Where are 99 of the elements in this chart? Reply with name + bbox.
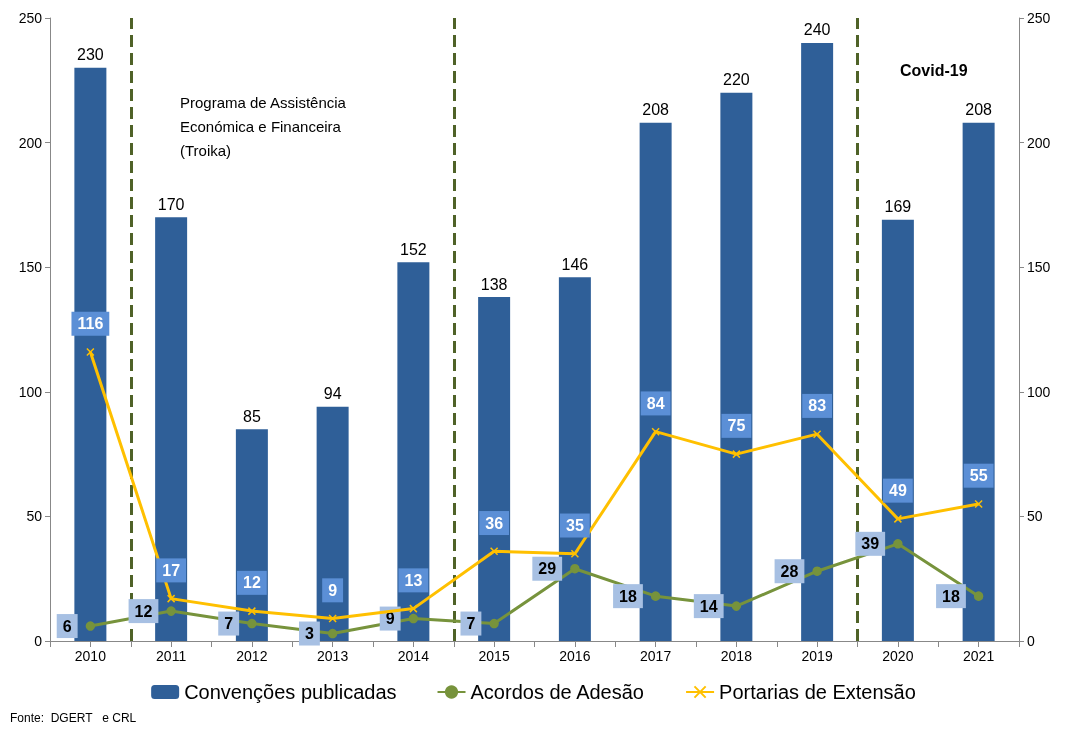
data-label: 12	[242, 574, 261, 592]
data-label: 146	[561, 255, 589, 273]
point	[570, 563, 580, 574]
data-label: 208	[965, 101, 993, 119]
data-label: 116	[77, 315, 104, 333]
point	[247, 606, 257, 616]
y-tick-label: 200	[18, 134, 43, 151]
data-label: 39	[861, 535, 880, 553]
point	[409, 604, 418, 613]
point	[86, 347, 95, 357]
point	[570, 549, 580, 559]
data-label: 13	[404, 571, 423, 589]
x-tick-label: 2019	[801, 648, 833, 664]
data-label: 6	[62, 617, 72, 635]
legend-label: Convenções publicadas	[184, 681, 397, 703]
y-tick-label: 0	[34, 633, 43, 649]
point	[328, 614, 337, 623]
x-tick-label: 2014	[397, 648, 430, 664]
point	[166, 594, 176, 603]
point	[732, 449, 741, 459]
annotation: Programa de Assistência Económica e Financeira (Troika)	[180, 93, 347, 159]
x-tick-label: 2018	[720, 648, 753, 664]
data-label: 85	[242, 407, 261, 425]
data-label: 36	[485, 514, 504, 532]
data-label: 138	[480, 275, 508, 293]
data-label: 35	[565, 517, 584, 535]
bar	[316, 406, 349, 641]
data-label: 9	[385, 610, 395, 628]
y2-tick-label: 200	[1027, 134, 1051, 151]
bar	[155, 217, 188, 641]
y2-tick-label: 250	[1027, 10, 1051, 26]
data-label: 220	[723, 71, 750, 89]
point	[893, 539, 903, 549]
point	[247, 618, 257, 629]
data-label: 208	[642, 101, 670, 119]
y2-tick-label: 50	[1027, 508, 1043, 525]
data-label: 152	[400, 240, 427, 258]
point	[974, 499, 983, 509]
legend-label: Acordos de Adesão	[470, 681, 644, 703]
bar	[962, 122, 995, 641]
bar	[639, 122, 672, 641]
point	[166, 606, 176, 616]
data-label: 9	[328, 581, 338, 599]
point	[812, 429, 822, 439]
point	[973, 591, 984, 601]
point	[731, 601, 742, 611]
bar	[881, 219, 914, 641]
point	[812, 566, 822, 576]
y2-tick-label: 100	[1027, 383, 1051, 400]
x-tick-label: 2021	[963, 648, 995, 664]
point	[893, 514, 903, 524]
data-label: 29	[538, 560, 557, 578]
x-tick-label: 2011	[156, 648, 187, 664]
data-label: 12	[134, 602, 153, 620]
y-tick-label: 250	[18, 10, 43, 26]
y-tick-label: 50	[26, 508, 43, 525]
point	[489, 547, 499, 556]
point	[408, 613, 419, 624]
data-label: 7	[224, 615, 234, 633]
annotation: Covid-19	[900, 61, 968, 79]
y-tick-label: 100	[18, 383, 43, 400]
x-tick-label: 2020	[882, 648, 914, 664]
point	[650, 591, 661, 601]
legend-label: Portarias de Extensão	[719, 681, 916, 703]
data-label: 7	[466, 615, 476, 633]
point	[651, 427, 660, 436]
data-label: 49	[888, 482, 907, 500]
data-label: 14	[699, 597, 718, 615]
data-label: 169	[884, 198, 912, 216]
bar	[801, 42, 834, 641]
data-label: 18	[942, 587, 960, 605]
data-label: 94	[323, 385, 342, 403]
point	[327, 628, 338, 639]
x-tick-label: 2015	[478, 648, 510, 664]
data-label: 240	[803, 21, 831, 39]
data-label: 3	[304, 625, 314, 643]
point	[489, 618, 499, 629]
data-label: 230	[77, 46, 104, 64]
x-tick-label: 2017	[640, 648, 672, 664]
data-label: 28	[780, 562, 799, 580]
y-tick-label: 150	[18, 259, 43, 276]
bar	[478, 297, 511, 641]
point	[85, 621, 96, 631]
data-label: 17	[162, 561, 181, 579]
data-label: 55	[969, 467, 988, 485]
y2-tick-label: 0	[1027, 633, 1035, 649]
data-label: 170	[157, 195, 185, 213]
x-tick-label: 2010	[74, 648, 107, 664]
y2-tick-label: 150	[1027, 259, 1051, 276]
x-tick-label: 2012	[236, 648, 268, 664]
x-tick-label: 2016	[559, 648, 591, 664]
bar	[720, 92, 753, 641]
data-label: 84	[646, 394, 665, 412]
bar	[397, 262, 430, 641]
data-label: 75	[727, 417, 746, 435]
x-tick-label: 2013	[317, 648, 349, 664]
source-note: Fonte: DGERT e CRL	[10, 711, 137, 725]
data-label: 83	[808, 397, 827, 415]
data-label: 18	[619, 587, 637, 605]
